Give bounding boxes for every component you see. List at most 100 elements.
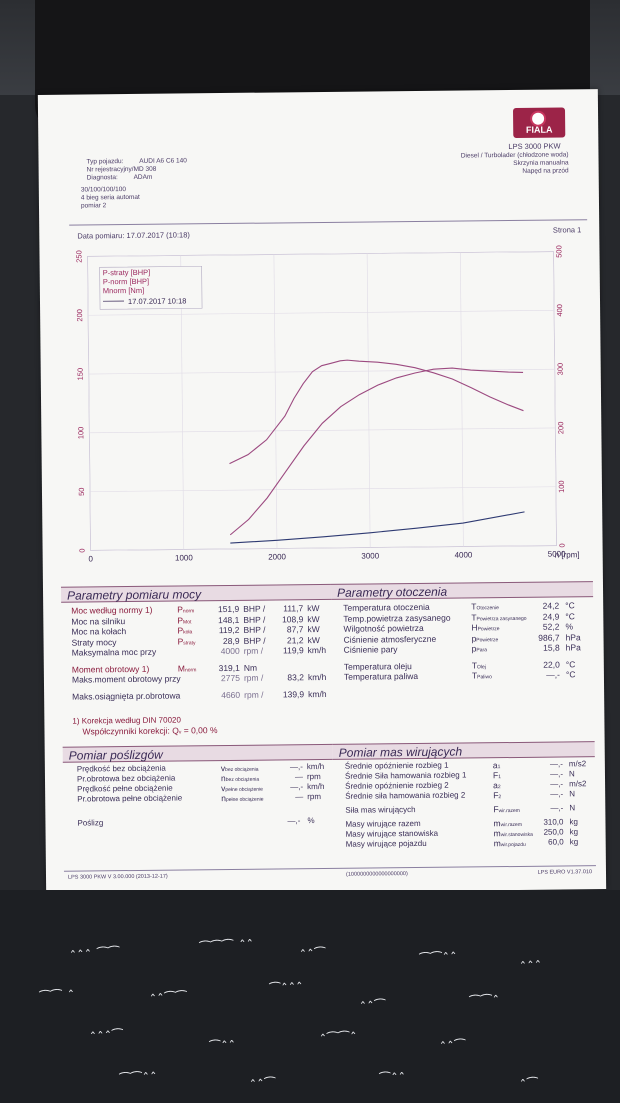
power-row-value1: 151,9 bbox=[217, 603, 240, 615]
inertia-row-label: Masy wirujące stanowiska bbox=[345, 828, 439, 839]
left-tick-label: 200 bbox=[75, 309, 84, 322]
inertia-row-unit: m/s2 bbox=[568, 759, 587, 769]
grid-line-x bbox=[459, 252, 464, 547]
symbol: F1 bbox=[492, 770, 502, 781]
x-tick-label: 2000 bbox=[268, 552, 286, 561]
vehicle-type: AUDI A6 C6 140 bbox=[139, 157, 187, 165]
slip-row-value: —,- bbox=[289, 762, 303, 772]
slip-row-label: Prędkość bez obciążenia bbox=[76, 763, 166, 774]
torque-row-value1: 2775 bbox=[220, 672, 240, 684]
drive-type: Napęd na przód bbox=[522, 167, 569, 175]
logo-eye-icon bbox=[530, 110, 547, 127]
inertia-row-unit: kg bbox=[569, 827, 579, 837]
power-row-label: Moc na silniku bbox=[71, 615, 126, 627]
symbol-subscript: Mot bbox=[182, 618, 192, 625]
inertia-row-value: 310,0 bbox=[543, 817, 564, 827]
ambient-row-value: 24,2 bbox=[542, 600, 560, 611]
setup-line-1: 30/100/100/100 bbox=[80, 186, 127, 194]
symbol: HPowietrze bbox=[471, 622, 500, 633]
inertia-row-unit: kg bbox=[569, 837, 579, 847]
symbol: vpełne obciążenie bbox=[221, 783, 263, 794]
symbol: Pnorm bbox=[177, 604, 195, 615]
diagnosta: ADAm bbox=[133, 173, 153, 181]
torque-row-value2: 83,2 bbox=[287, 672, 304, 683]
right-tick-label: 300 bbox=[556, 363, 565, 376]
right-tick-label: 0 bbox=[558, 543, 567, 547]
inertia-row-unit: m/s2 bbox=[569, 779, 587, 789]
power-row-label: Moc na kołach bbox=[71, 626, 127, 637]
power-row-value2: 21,2 bbox=[286, 634, 304, 645]
power-row-value2: 111,7 bbox=[283, 603, 304, 614]
pattern-mark: ˆˆˆ ⁀⁀ bbox=[69, 946, 121, 965]
symbol: vbez obciążenia bbox=[220, 763, 259, 774]
max-speed-value2: 139,9 bbox=[282, 688, 305, 699]
chart-ticks: 0 1000 2000 3000 4000 5000 0 50 100 150 200 250 0 100… bbox=[74, 245, 566, 563]
max-speed-label: Maks.osiągnięta pr.obrotowa bbox=[72, 689, 181, 702]
symbol: a2 bbox=[493, 780, 501, 791]
ambient-row-label: Temperatura paliwa bbox=[343, 671, 419, 682]
symbol: mwir.razem bbox=[493, 818, 523, 829]
footer-serial: (1000000000000000000) bbox=[345, 871, 408, 878]
max-speed-value1: 4660 bbox=[221, 689, 241, 700]
right-tick-label: 100 bbox=[557, 480, 566, 493]
fabric-background: ˆˆˆ ⁀⁀ ⁀⁀⁀ ˆˆ ˆˆ⁀ ⁀⁀ˆˆ ˆˆˆ ⁀⁀ ˆ ˆˆ⁀⁀ ⁀ˆˆ… bbox=[0, 890, 620, 1103]
right-tick-label: 500 bbox=[554, 245, 563, 258]
slip-unit: % bbox=[307, 816, 315, 826]
pattern-mark: ⁀⁀ˆ bbox=[469, 993, 501, 1012]
power-row-value2: 119,9 bbox=[282, 645, 304, 656]
inertia-row-value: 250,0 bbox=[543, 827, 564, 837]
correction-factor: Współczynniki korekcji: Qv = 0,00 % bbox=[82, 725, 217, 736]
symbol: PMot bbox=[177, 614, 192, 626]
power-row-value1: 119,2 bbox=[218, 624, 240, 636]
grid-line-x bbox=[273, 254, 278, 549]
slip-row-unit: rpm bbox=[306, 772, 321, 782]
power-row-unit1: BHP / bbox=[243, 603, 266, 614]
slip-value: —,- bbox=[287, 816, 301, 826]
slip-row-label: Pr.obrotowa bez obciążenia bbox=[76, 773, 176, 784]
pattern-mark: ⁀⁀⁀ ˆˆ bbox=[199, 938, 255, 957]
fiala-logo: FIALA bbox=[512, 107, 566, 138]
inertia-row-label: Średnie opóźnienie rozbieg 2 bbox=[345, 780, 449, 791]
ambient-row-label: Wilgotność powietrza bbox=[343, 622, 424, 634]
correction-factor-value: = 0,00 % bbox=[183, 725, 218, 736]
ambient-row-value: 52,2 bbox=[542, 621, 560, 632]
slip-row-value: — bbox=[295, 792, 304, 802]
symbol: a1 bbox=[492, 760, 501, 771]
grid-line-x bbox=[87, 256, 91, 551]
ambient-row-value: —,- bbox=[546, 669, 560, 680]
correction-factor-sub: v bbox=[178, 729, 182, 736]
pattern-mark: ⁀⁀ˆˆ bbox=[419, 950, 459, 969]
symbol-subscript: pełne obciążenie bbox=[225, 796, 264, 804]
right-tick-label: 200 bbox=[556, 422, 565, 435]
diagnosta-label: Diagnosta: bbox=[86, 174, 118, 182]
symbol-subscript: Powietrza zasysanego bbox=[476, 615, 527, 622]
x-tick-label: 5000 bbox=[548, 549, 566, 558]
slip-row-unit: km/h bbox=[306, 761, 325, 772]
inertia-row-unit: kg bbox=[569, 817, 578, 827]
inertia-row-label: Średnie Siła hamowania rozbieg 1 bbox=[344, 770, 467, 781]
inertia-row-label: Masy wirujące razem bbox=[345, 818, 421, 829]
symbol: npełne obciążenie bbox=[221, 793, 264, 804]
slip-row-label: Pr.obrotowa pełne obciążenie bbox=[77, 793, 183, 804]
symbol: TOlej bbox=[471, 659, 486, 670]
legend-mnorm: Mnorm [Nm] bbox=[103, 286, 144, 295]
power-row-unit2: kW bbox=[307, 603, 320, 614]
footer-version: LPS 3000 PKW V 3.00.000 (2013-12-17) bbox=[67, 873, 168, 881]
pattern-mark: ⁀ˆˆ bbox=[209, 1039, 237, 1056]
symbol-subscript: Powietrze bbox=[477, 626, 500, 633]
pattern-mark: ˆˆ⁀ bbox=[359, 999, 387, 1016]
symbol: Mnorm bbox=[177, 662, 197, 674]
slip-row-value: —,- bbox=[290, 782, 304, 792]
inertia-row-unit: N bbox=[569, 803, 576, 813]
power-row-unit1: BHP / bbox=[243, 624, 266, 635]
series-line-1 bbox=[229, 359, 524, 465]
inertia-row-label: Siła mas wirujących bbox=[345, 805, 416, 815]
symbol-subscript: norm bbox=[182, 608, 195, 615]
reg-number-label: Nr rejestracyjny/MD 308 bbox=[86, 165, 157, 174]
symbol-subscript: Powietrze bbox=[476, 636, 499, 643]
symbol-subscript: wir.razem bbox=[498, 807, 520, 815]
ambient-params-title: Parametry otoczenia bbox=[330, 581, 594, 600]
inertia-row-value: —,- bbox=[550, 803, 564, 813]
symbol-subscript: wir.pojazdu bbox=[500, 841, 526, 849]
symbol: Fwir.razem bbox=[493, 804, 520, 815]
